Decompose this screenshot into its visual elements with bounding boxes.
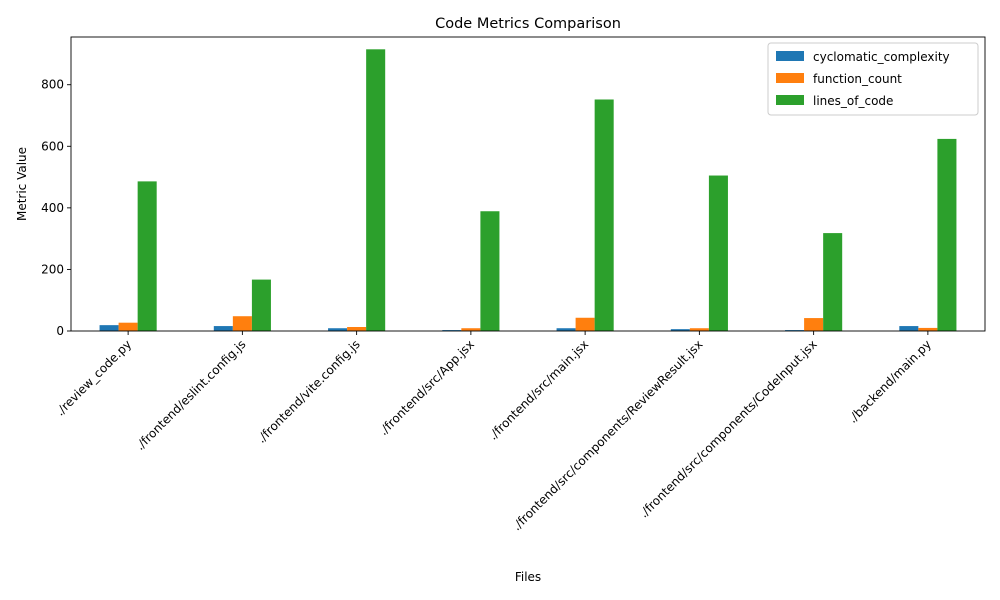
- bar-function_count: [461, 328, 481, 331]
- y-tick-label: 800: [41, 78, 64, 92]
- legend: cyclomatic_complexity function_countlines…: [767, 42, 979, 116]
- bar-cyclomatic_complexity: [99, 325, 119, 331]
- bar-cyclomatic_complexity: [899, 326, 919, 331]
- legend-swatch: [776, 95, 804, 105]
- bar-function_count: [347, 327, 367, 331]
- bar-function_count: [918, 327, 938, 331]
- y-axis-label: Metric Value: [15, 147, 29, 221]
- bar-lines_of_code: [708, 175, 728, 331]
- bar-cyclomatic_complexity: [213, 326, 233, 331]
- x-axis-label: Files: [515, 570, 541, 584]
- y-tick-label: 200: [41, 262, 64, 276]
- y-tick-label: 600: [41, 139, 64, 153]
- y-tick-label: 0: [56, 324, 64, 338]
- chart-title: Code Metrics Comparison: [435, 16, 621, 32]
- bar-function_count: [232, 316, 252, 331]
- bar-lines_of_code: [480, 211, 500, 331]
- bar-lines_of_code: [937, 138, 957, 331]
- legend-swatch: [776, 51, 804, 61]
- bar-function_count: [118, 322, 138, 331]
- legend-label: lines_of_code: [813, 94, 893, 108]
- bar-cyclomatic_complexity: [442, 330, 462, 331]
- legend-label: cyclomatic_complexity: [813, 50, 950, 64]
- bar-cyclomatic_complexity: [785, 330, 805, 331]
- bar-function_count: [804, 318, 824, 331]
- bar-function_count: [575, 317, 595, 331]
- y-tick-label: 400: [41, 201, 64, 215]
- bar-cyclomatic_complexity: [328, 328, 348, 331]
- bar-lines_of_code: [594, 99, 614, 332]
- bar-function_count: [689, 328, 709, 331]
- bar-cyclomatic_complexity: [670, 329, 690, 331]
- bar-lines_of_code: [137, 181, 157, 331]
- bar-cyclomatic_complexity: [556, 328, 576, 331]
- bar-lines_of_code: [366, 49, 386, 332]
- legend-box: [767, 42, 979, 116]
- legend-swatch: [776, 73, 804, 83]
- legend-label: function_count: [813, 72, 902, 86]
- bar-lines_of_code: [823, 233, 843, 331]
- bar-lines_of_code: [251, 279, 271, 331]
- axes-frame: [70, 36, 986, 332]
